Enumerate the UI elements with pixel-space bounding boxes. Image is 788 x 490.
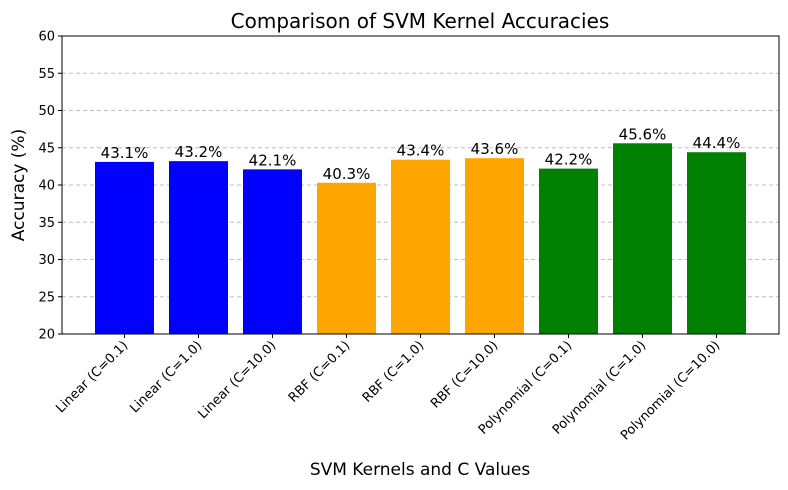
y-tick-label: 45 bbox=[38, 141, 55, 156]
bar-value-label: 45.6% bbox=[619, 125, 667, 143]
y-tick-label: 40 bbox=[38, 179, 55, 194]
x-axis-ticks: Linear (C=0.1)Linear (C=1.0)Linear (C=10… bbox=[53, 334, 723, 443]
bar-value-label: 43.4% bbox=[397, 142, 445, 160]
bars bbox=[95, 143, 746, 334]
y-tick-label: 50 bbox=[38, 104, 55, 119]
x-tick-label: RBF (C=0.1) bbox=[286, 338, 353, 405]
y-tick-label: 35 bbox=[38, 216, 55, 231]
bar bbox=[687, 152, 746, 334]
x-tick-label: Linear (C=1.0) bbox=[127, 338, 205, 416]
bar-value-label: 44.4% bbox=[693, 134, 741, 152]
chart-title: Comparison of SVM Kernel Accuracies bbox=[231, 9, 610, 33]
bar bbox=[95, 161, 154, 334]
bar bbox=[243, 169, 302, 334]
y-tick-label: 20 bbox=[38, 328, 55, 343]
bar bbox=[465, 158, 524, 334]
bar-value-label: 43.1% bbox=[101, 144, 149, 162]
y-tick-label: 55 bbox=[38, 67, 55, 82]
bar bbox=[317, 182, 376, 334]
x-tick-label: RBF (C=1.0) bbox=[360, 338, 427, 405]
y-tick-label: 25 bbox=[38, 290, 55, 305]
y-axis-label: Accuracy (%) bbox=[9, 129, 29, 241]
bar bbox=[539, 168, 598, 334]
x-tick-label: Linear (C=0.1) bbox=[53, 338, 131, 416]
bar bbox=[169, 161, 228, 334]
y-axis-ticks: 20 25 30 35 40 45 50 55 60 bbox=[38, 30, 62, 343]
bar-value-label: 42.2% bbox=[545, 151, 593, 169]
bar bbox=[613, 143, 672, 334]
bar-value-label: 40.3% bbox=[323, 165, 371, 183]
bar-value-labels: 43.1% 43.2% 42.1% 40.3% 43.4% 43.6% 42.2% 45.6%… bbox=[101, 125, 741, 182]
y-tick-label: 60 bbox=[38, 30, 55, 45]
bar-value-label: 43.2% bbox=[175, 143, 223, 161]
x-axis-label: SVM Kernels and C Values bbox=[310, 460, 531, 480]
x-tick-label: RBF (C=10.0) bbox=[428, 338, 501, 411]
bar-value-label: 43.6% bbox=[471, 140, 519, 158]
y-tick-label: 30 bbox=[38, 253, 55, 268]
x-tick-label: Linear (C=10.0) bbox=[195, 338, 279, 422]
bar bbox=[391, 159, 450, 334]
bar-value-label: 42.1% bbox=[249, 151, 297, 169]
